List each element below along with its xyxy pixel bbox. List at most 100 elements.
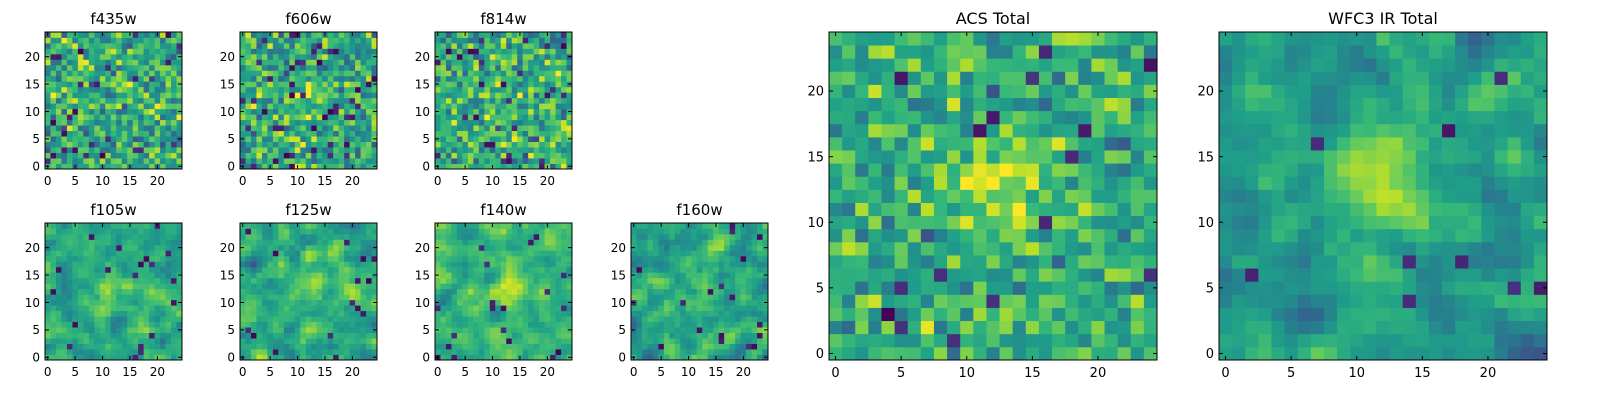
- heatmap-cell: [322, 244, 329, 251]
- heatmap-cell: [132, 75, 139, 82]
- heatmap-cell: [245, 97, 252, 104]
- heatmap-cell: [1078, 333, 1092, 348]
- heatmap-cell: [533, 272, 540, 279]
- heatmap-cell: [171, 37, 177, 44]
- heatmap-cell: [539, 228, 545, 235]
- heatmap-cell: [99, 338, 106, 344]
- heatmap-cell: [322, 261, 329, 268]
- heatmap-cell: [240, 70, 246, 77]
- heatmap-cell: [72, 338, 79, 344]
- heatmap-cell: [327, 53, 334, 60]
- heatmap-cell: [283, 332, 290, 339]
- heatmap-cell: [138, 119, 145, 126]
- heatmap-cell: [289, 75, 296, 82]
- heatmap-cell: [555, 354, 562, 361]
- heatmap-cell: [121, 75, 128, 82]
- heatmap-cell: [154, 349, 161, 355]
- heatmap-cell: [261, 294, 268, 301]
- heatmap-cell: [77, 244, 84, 251]
- heatmap-cell: [154, 250, 161, 257]
- heatmap-cell: [176, 125, 183, 132]
- heatmap-cell: [344, 136, 350, 142]
- heatmap-cell: [66, 244, 73, 251]
- heatmap-cell: [894, 202, 909, 217]
- heatmap-cell: [50, 294, 57, 301]
- heatmap-cell: [121, 255, 128, 262]
- heatmap-cell: [99, 283, 106, 290]
- heatmap-cell: [138, 86, 145, 93]
- heatmap-cell: [544, 59, 551, 66]
- heatmap-cell: [300, 125, 307, 132]
- heatmap-cell: [322, 48, 329, 55]
- heatmap-cell: [729, 283, 736, 290]
- heatmap-cell: [311, 53, 318, 60]
- heatmap-cell: [316, 108, 323, 115]
- heatmap-cell: [489, 327, 496, 333]
- heatmap-cell: [1038, 255, 1053, 269]
- heatmap-cell: [456, 321, 463, 328]
- heatmap-cell: [517, 332, 524, 339]
- heatmap-cell: [261, 321, 268, 328]
- heatmap-cell: [451, 261, 458, 268]
- heatmap-cell: [1078, 189, 1092, 203]
- heatmap-cell: [72, 42, 79, 49]
- heatmap-cell: [462, 86, 469, 93]
- heatmap-cell: [311, 255, 318, 262]
- heatmap-cell: [647, 244, 654, 251]
- heatmap-cell: [462, 141, 469, 148]
- heatmap-cell: [478, 158, 485, 164]
- heatmap-cell: [116, 223, 123, 229]
- heatmap-cell: [245, 310, 252, 317]
- heatmap-cell: [561, 332, 567, 339]
- heatmap-cell: [338, 130, 345, 137]
- heatmap-cell: [691, 255, 698, 262]
- heatmap-cell: [467, 48, 474, 55]
- heatmap-cell: [132, 310, 139, 317]
- heatmap-cell: [171, 81, 177, 88]
- heatmap-cell: [171, 338, 177, 344]
- heatmap-cell: [522, 147, 529, 153]
- heatmap-cell: [484, 97, 491, 104]
- heatmap-cell: [171, 53, 177, 60]
- panel-title: f435w: [90, 10, 136, 28]
- heatmap-cell: [631, 250, 637, 257]
- y-tick-label: 5: [422, 132, 430, 146]
- heatmap-cell: [522, 141, 529, 148]
- heatmap-image: [240, 32, 378, 170]
- heatmap-cell: [338, 343, 345, 350]
- heatmap-cell: [484, 349, 491, 355]
- heatmap-cell: [88, 299, 95, 306]
- heatmap-cell: [61, 147, 68, 153]
- heatmap-cell: [495, 354, 502, 361]
- heatmap-cell: [349, 272, 356, 279]
- heatmap-cell: [566, 266, 573, 273]
- heatmap-cell: [245, 283, 252, 290]
- heatmap-cell: [278, 244, 285, 251]
- heatmap-cell: [88, 119, 95, 126]
- heatmap-cell: [440, 81, 447, 88]
- heatmap-cell: [160, 349, 166, 355]
- heatmap-cell: [751, 250, 758, 257]
- heatmap-cell: [894, 294, 909, 308]
- heatmap-cell: [344, 147, 350, 153]
- heatmap-cell: [702, 349, 709, 355]
- heatmap-cell: [294, 332, 301, 339]
- heatmap-cell: [371, 59, 378, 66]
- heatmap-cell: [176, 147, 183, 153]
- y-tick-label: 0: [32, 351, 40, 365]
- heatmap-cell: [550, 32, 556, 38]
- heatmap-cell: [72, 59, 79, 66]
- heatmap-cell: [154, 266, 161, 273]
- heatmap-cell: [561, 288, 567, 295]
- heatmap-cell: [55, 228, 62, 235]
- heatmap-cell: [165, 37, 172, 44]
- heatmap-cell: [561, 152, 567, 159]
- heatmap-cell: [160, 233, 166, 240]
- heatmap-cell: [94, 250, 101, 257]
- heatmap-cell: [456, 338, 463, 344]
- heatmap-cell: [484, 343, 491, 350]
- heatmap-cell: [77, 223, 84, 229]
- heatmap-cell: [566, 125, 573, 132]
- heatmap-cell: [245, 53, 252, 60]
- heatmap-cell: [544, 42, 551, 49]
